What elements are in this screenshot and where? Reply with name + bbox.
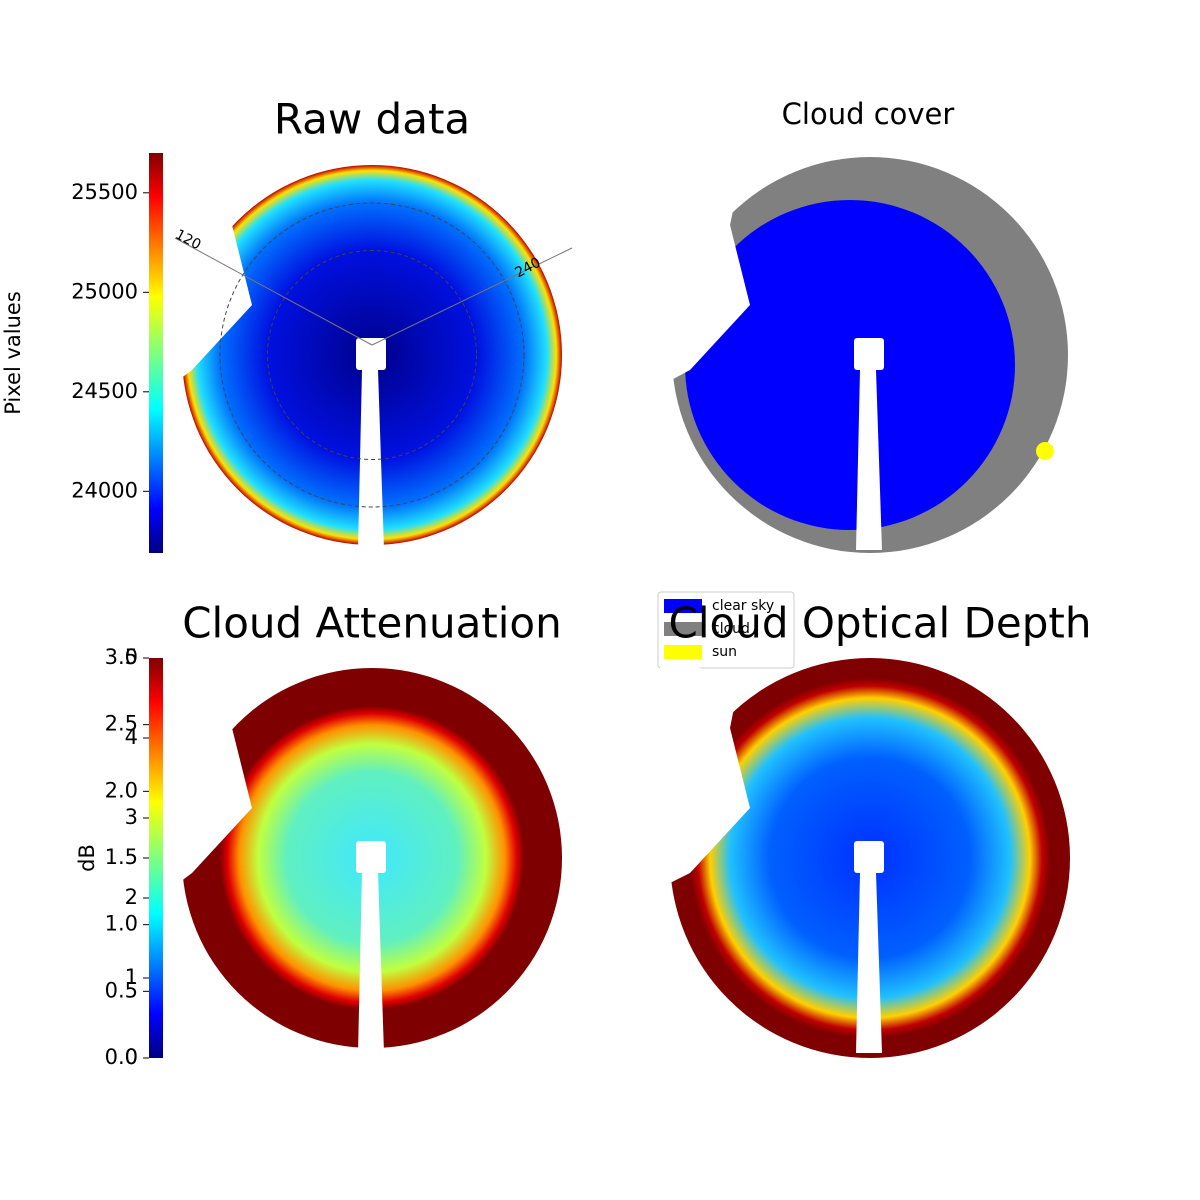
- colorbar-tick-label: 2: [125, 885, 138, 909]
- chart-title: Cloud cover: [782, 97, 955, 131]
- pole-head: [356, 841, 386, 873]
- colorbar-tick-label: 2.5: [105, 712, 138, 736]
- legend-swatch: [664, 622, 702, 636]
- colorbar-tick-label: 5: [125, 645, 138, 669]
- image-mask: [172, 165, 252, 385]
- polar-grid: [219, 202, 525, 508]
- pole: [856, 873, 882, 1053]
- colorbar-tick-label: 0.0: [105, 1045, 138, 1069]
- polar-spoke: [174, 237, 373, 346]
- polar-spoke: [371, 247, 573, 346]
- polar-grid: [267, 250, 477, 460]
- pole-head: [854, 338, 884, 370]
- pole-head: [356, 338, 386, 370]
- pole: [358, 370, 384, 550]
- legend-label: sun: [712, 644, 737, 660]
- colorbar-tick-label: 4: [125, 725, 138, 749]
- colorbar-tick-label: 3: [125, 805, 138, 829]
- colorbar-tick-label: 1.5: [105, 845, 138, 869]
- colorbar-tick-label: 24500: [71, 379, 138, 403]
- colorbar-label: dB: [75, 844, 99, 872]
- clear-sky-region: [685, 200, 1015, 530]
- colorbar-tick-label: 24000: [71, 478, 138, 502]
- legend-label: clear sky: [712, 598, 774, 614]
- colorbar-tick-label: 25500: [71, 180, 138, 204]
- pole-head: [854, 841, 884, 873]
- colorbar: [149, 153, 163, 553]
- colorbar-tick-label: 1.0: [105, 912, 138, 936]
- image-mask: [172, 668, 252, 888]
- colorbar-label: Pixel values: [1, 291, 25, 415]
- colorbar-tick-label: 1: [125, 965, 138, 989]
- colorbar: [149, 658, 163, 1058]
- legend-label: cloud: [712, 621, 750, 637]
- image-mask: [662, 157, 750, 385]
- chart-title: Cloud Optical Depth: [669, 599, 1092, 648]
- image-mask: [660, 658, 750, 888]
- legend-swatch: [664, 645, 702, 659]
- legend-swatch: [664, 599, 702, 613]
- colorbar-tick-label: 0: [125, 1045, 138, 1069]
- colorbar-tick-label: 2.0: [105, 778, 138, 802]
- pole: [856, 370, 882, 550]
- colorbar-tick-label: 3.0: [105, 645, 138, 669]
- chart-title: Cloud Attenuation: [182, 599, 562, 648]
- colorbar-tick-label: 0.5: [105, 978, 138, 1002]
- colorbar-tick-label: 25000: [71, 279, 138, 303]
- chart-title: Raw data: [274, 95, 470, 144]
- sun-marker: [1036, 442, 1054, 460]
- pole: [358, 873, 384, 1053]
